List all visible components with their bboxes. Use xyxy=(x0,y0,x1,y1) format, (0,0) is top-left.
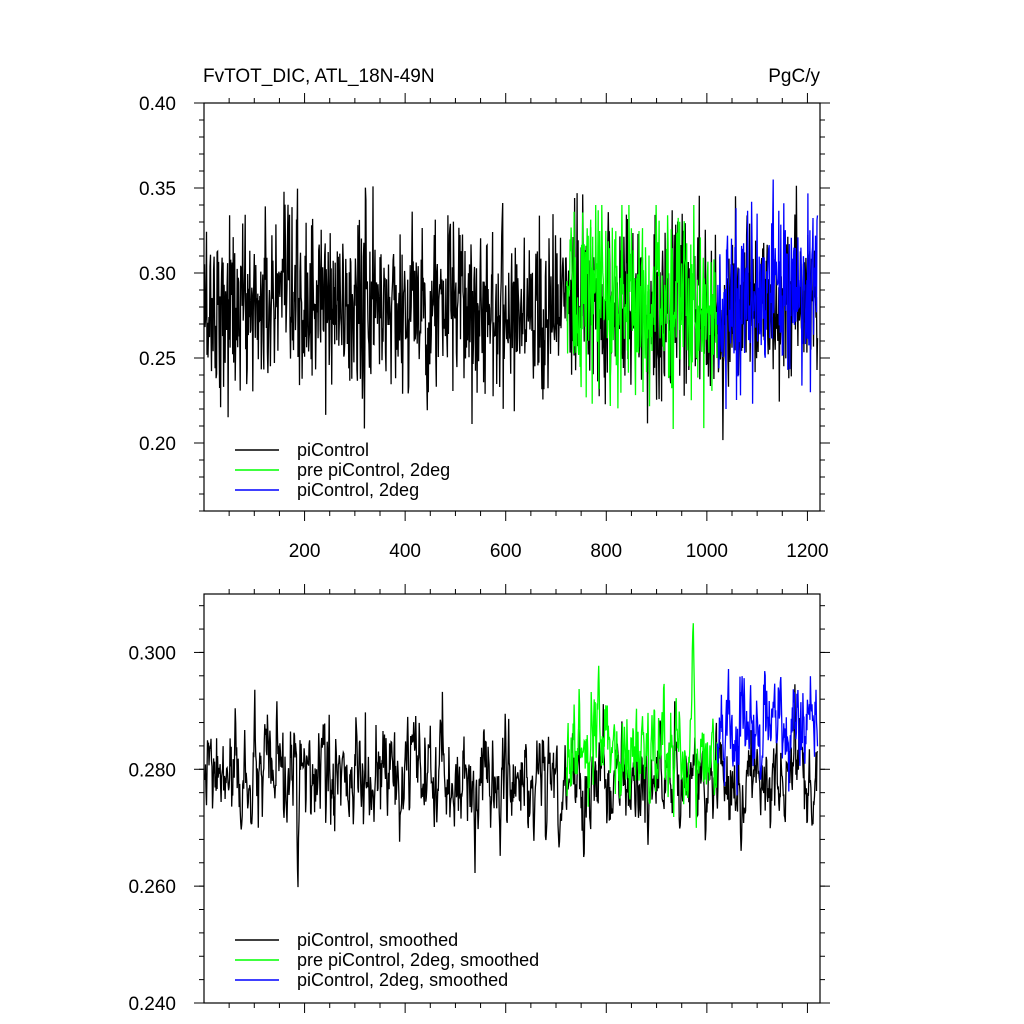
series-line-picontrol xyxy=(203,185,819,441)
x-tick-label: 200 xyxy=(289,541,321,562)
units-label: PgC/y xyxy=(768,66,820,87)
legend-label: piControl, 2deg xyxy=(297,480,419,500)
y-tick-label: 0.20 xyxy=(139,434,176,455)
top-panel: FvTOT_DIC, ATL_18N-49N PgC/y 200 400 600 80… xyxy=(139,66,830,562)
series-line-picontrol-2deg xyxy=(716,179,819,410)
y-tick-label: 0.240 xyxy=(128,994,176,1015)
y-tick-label: 0.25 xyxy=(139,349,176,370)
bottom-series-group xyxy=(203,623,819,888)
series-line-pre-picontrol-2deg-smoothed xyxy=(565,623,718,828)
series-line-pre-picontrol-2deg xyxy=(565,204,718,430)
bottom-panel: 0.240 0.260 0.280 0.300 piControl, smoothed… xyxy=(128,584,830,1015)
top-series-group xyxy=(203,179,819,441)
legend-label: pre piControl, 2deg xyxy=(297,460,450,480)
y-tick-label: 0.30 xyxy=(139,264,176,285)
bottom-plot-frame xyxy=(203,593,821,1004)
y-tick-label: 0.260 xyxy=(128,877,176,898)
y-tick-label: 0.40 xyxy=(139,94,176,115)
x-tick-label: 1000 xyxy=(686,541,728,562)
legend-label: piControl, smoothed xyxy=(297,930,458,950)
x-tick-label: 400 xyxy=(389,541,421,562)
x-tick-label: 1200 xyxy=(786,541,828,562)
x-tick-label: 800 xyxy=(590,541,622,562)
y-tick-label: 0.35 xyxy=(139,179,176,200)
series-line-picontrol-2deg-smoothed xyxy=(716,668,819,796)
legend-label: piControl, 2deg, smoothed xyxy=(297,970,508,990)
y-tick-label: 0.280 xyxy=(128,760,176,781)
bottom-ticks: 0.240 0.260 0.280 0.300 xyxy=(128,584,830,1015)
legend-label: pre piControl, 2deg, smoothed xyxy=(297,950,539,970)
chart-title: FvTOT_DIC, ATL_18N-49N xyxy=(203,66,435,87)
x-tick-label: 600 xyxy=(490,541,522,562)
top-ticks: 200 400 600 800 1000 1200 0.20 0.25 0.30 0.35 0.40 xyxy=(139,93,830,562)
legend-label: piControl xyxy=(297,440,369,460)
y-tick-label: 0.300 xyxy=(128,643,176,664)
